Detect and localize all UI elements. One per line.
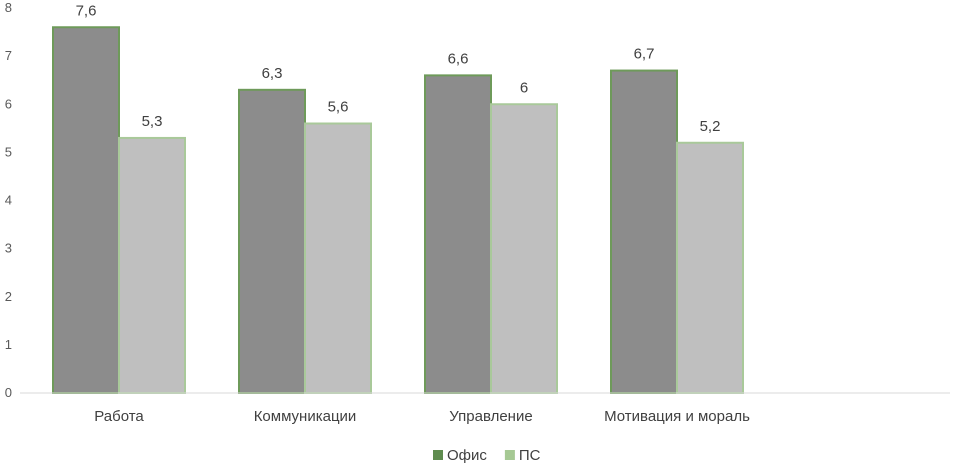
y-tick-label: 5: [5, 144, 12, 159]
y-tick-label: 1: [5, 337, 12, 352]
data-labels: 7,6 5,3 6,3 5,6 6,6 6 6,7 5,2: [76, 2, 721, 135]
y-axis: 0 1 2 3 4 5 6 7 8: [5, 0, 12, 400]
bars: [52, 26, 744, 394]
category-label: Мотивация и мораль: [604, 408, 750, 425]
data-label: 6,6: [448, 50, 469, 67]
legend-swatch: [433, 450, 443, 460]
bar-ps: [490, 103, 558, 394]
y-tick-label: 2: [5, 289, 12, 304]
legend-label: Офис: [447, 447, 487, 464]
y-tick-label: 0: [5, 385, 12, 400]
y-tick-label: 6: [5, 96, 12, 111]
bar-ps: [304, 122, 372, 394]
data-label: 6,3: [262, 65, 283, 82]
bar-ps: [118, 136, 186, 394]
data-label: 5,2: [700, 118, 721, 135]
data-label: 5,3: [142, 113, 163, 130]
bar-ps: [676, 141, 744, 394]
data-label: 6,7: [634, 46, 655, 63]
y-tick-label: 4: [5, 193, 12, 208]
y-tick-label: 3: [5, 241, 12, 256]
y-tick-label: 8: [5, 0, 12, 15]
category-label: Управление: [449, 408, 532, 425]
bar-office: [238, 88, 306, 394]
legend-swatch: [504, 450, 515, 460]
legend: Офис ПС: [433, 447, 541, 464]
category-labels: Работа Коммуникации Управление Мотивация и …: [94, 408, 750, 425]
legend-label: ПС: [519, 447, 541, 464]
bar-office: [610, 69, 678, 394]
bar-office: [52, 26, 120, 394]
bar-office: [424, 74, 492, 394]
data-label: 5,6: [328, 99, 349, 116]
data-label: 6: [520, 79, 528, 96]
category-label: Работа: [94, 408, 144, 425]
data-label: 7,6: [76, 2, 97, 19]
category-label: Коммуникации: [254, 408, 357, 425]
y-tick-label: 7: [5, 48, 12, 63]
